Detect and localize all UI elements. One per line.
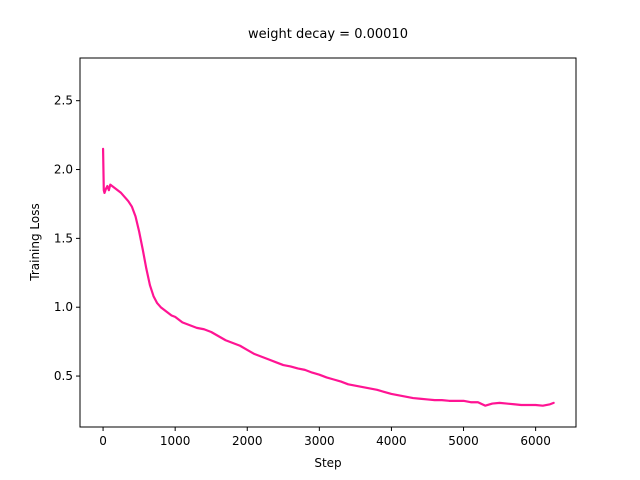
y-tick-label: 0.5 [54,369,73,383]
x-tick-label: 3000 [304,434,335,448]
x-tick-label: 1000 [160,434,191,448]
y-tick-label: 1.5 [54,231,73,245]
series-line [101,147,555,407]
y-tick-label: 2.0 [54,163,73,177]
series-layer [101,147,555,407]
plot-area [80,58,576,427]
x-tick-label: 0 [99,434,107,448]
x-axis-ticks: 0 1000 2000 3000 4000 5000 6000 [99,427,551,448]
x-tick-label: 2000 [232,434,263,448]
x-tick-label: 5000 [448,434,479,448]
x-axis-label: Step [314,456,341,470]
x-tick-label: 6000 [520,434,551,448]
plot-frame [79,57,577,428]
chart-title: weight decay = 0.00010 [248,27,408,42]
y-tick-label: 1.0 [54,300,73,314]
y-axis-label: Training Loss [28,203,42,281]
x-tick-label: 4000 [376,434,407,448]
y-axis-ticks: 0.5 1.0 1.5 2.0 2.5 [54,94,80,383]
y-tick-label: 2.5 [54,94,73,108]
